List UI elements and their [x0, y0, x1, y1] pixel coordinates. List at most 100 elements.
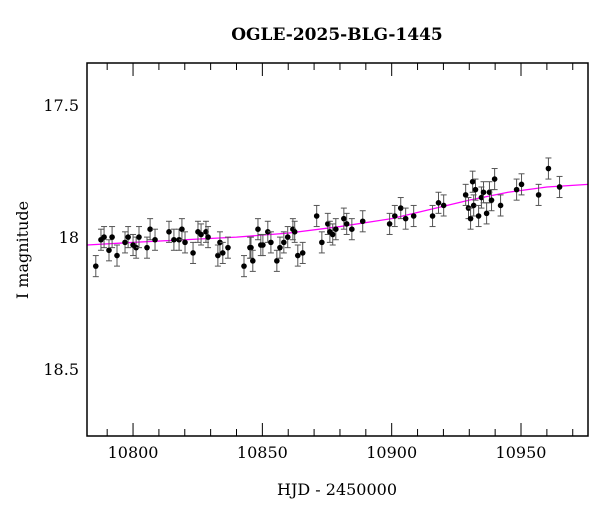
- point-marker: [203, 229, 209, 235]
- data-point: [402, 207, 409, 230]
- data-point: [410, 204, 417, 228]
- point-marker: [488, 197, 495, 203]
- point-marker: [198, 231, 204, 238]
- data-point: [386, 212, 393, 235]
- point-marker: [470, 202, 477, 209]
- data-point: [556, 175, 563, 199]
- point-marker: [260, 242, 266, 248]
- data-point: [429, 204, 436, 228]
- data-point: [475, 204, 482, 228]
- point-marker: [333, 226, 339, 232]
- point-marker: [147, 226, 153, 232]
- point-marker: [190, 250, 196, 256]
- data-point: [469, 170, 476, 193]
- y-tick-label: 18: [59, 228, 79, 247]
- data-point: [92, 255, 99, 278]
- point-marker: [402, 215, 409, 222]
- point-marker: [556, 184, 563, 190]
- point-marker: [255, 226, 261, 232]
- data-point: [147, 218, 154, 241]
- point-marker: [469, 178, 476, 185]
- chart-title: OGLE-2025-BLG-1445: [231, 25, 443, 45]
- point-marker: [329, 231, 336, 238]
- x-tick-label: 10900: [366, 443, 417, 462]
- data-point: [240, 255, 247, 278]
- point-marker: [440, 202, 447, 209]
- data-point: [254, 218, 261, 241]
- point-marker: [215, 252, 221, 259]
- y-axis-label: I magnitude: [13, 201, 32, 299]
- data-point: [513, 178, 520, 201]
- point-marker: [472, 186, 479, 193]
- data-point: [491, 168, 498, 191]
- data-point: [284, 226, 291, 249]
- data-point: [470, 194, 477, 217]
- y-tick-label: 18.5: [43, 360, 79, 379]
- x-axis-label: HJD - 2450000: [277, 480, 397, 499]
- point-marker: [359, 218, 366, 225]
- data-point: [109, 226, 116, 249]
- data-point: [249, 249, 256, 272]
- point-marker: [122, 239, 128, 246]
- point-marker: [349, 226, 355, 232]
- data-point: [318, 231, 325, 254]
- data-point: [280, 231, 287, 254]
- point-marker: [179, 226, 185, 232]
- data-point: [273, 249, 280, 272]
- model-curve: [86, 183, 589, 246]
- point-marker: [343, 221, 350, 227]
- point-marker: [264, 229, 271, 235]
- data-point: [397, 197, 404, 220]
- point-marker: [480, 189, 487, 196]
- data-point: [467, 207, 474, 230]
- data-point: [135, 226, 142, 249]
- x-tick-label: 10800: [108, 443, 159, 462]
- data-point: [264, 220, 271, 243]
- data-point: [391, 204, 398, 228]
- point-marker: [535, 192, 542, 198]
- x-tick-label: 10950: [496, 443, 547, 462]
- point-marker: [429, 213, 436, 219]
- point-marker: [491, 176, 498, 182]
- data-point: [144, 236, 151, 259]
- point-marker: [182, 239, 188, 246]
- data-point: [535, 183, 542, 206]
- point-marker: [475, 213, 482, 219]
- data-point: [97, 228, 104, 251]
- point-marker: [241, 263, 247, 269]
- point-marker: [483, 210, 490, 217]
- data-point: [259, 233, 266, 257]
- point-marker: [281, 239, 287, 246]
- data-point: [182, 231, 189, 254]
- point-marker: [114, 252, 120, 259]
- data-point: [348, 218, 355, 241]
- data-point: [435, 191, 442, 214]
- data-point: [329, 223, 336, 246]
- point-marker: [92, 263, 99, 269]
- data-point: [267, 231, 274, 254]
- data-point: [343, 212, 350, 235]
- point-marker: [325, 221, 331, 227]
- point-marker: [386, 221, 393, 227]
- data-point: [497, 194, 504, 217]
- point-marker: [435, 200, 442, 206]
- point-marker: [341, 215, 347, 222]
- point-marker: [513, 186, 520, 193]
- data-point: [294, 244, 301, 267]
- y-tick-label: 17.5: [43, 96, 79, 115]
- data-point: [178, 218, 185, 241]
- data-point: [247, 236, 254, 259]
- data-point: [190, 241, 197, 264]
- point-marker: [225, 244, 231, 251]
- data-point: [332, 218, 339, 241]
- point-marker: [294, 252, 301, 259]
- point-marker: [248, 244, 254, 251]
- point-marker: [410, 213, 417, 219]
- point-marker: [136, 234, 142, 240]
- point-marker: [467, 215, 474, 222]
- point-marker: [497, 202, 504, 209]
- point-marker: [397, 205, 404, 211]
- data-point: [440, 194, 447, 217]
